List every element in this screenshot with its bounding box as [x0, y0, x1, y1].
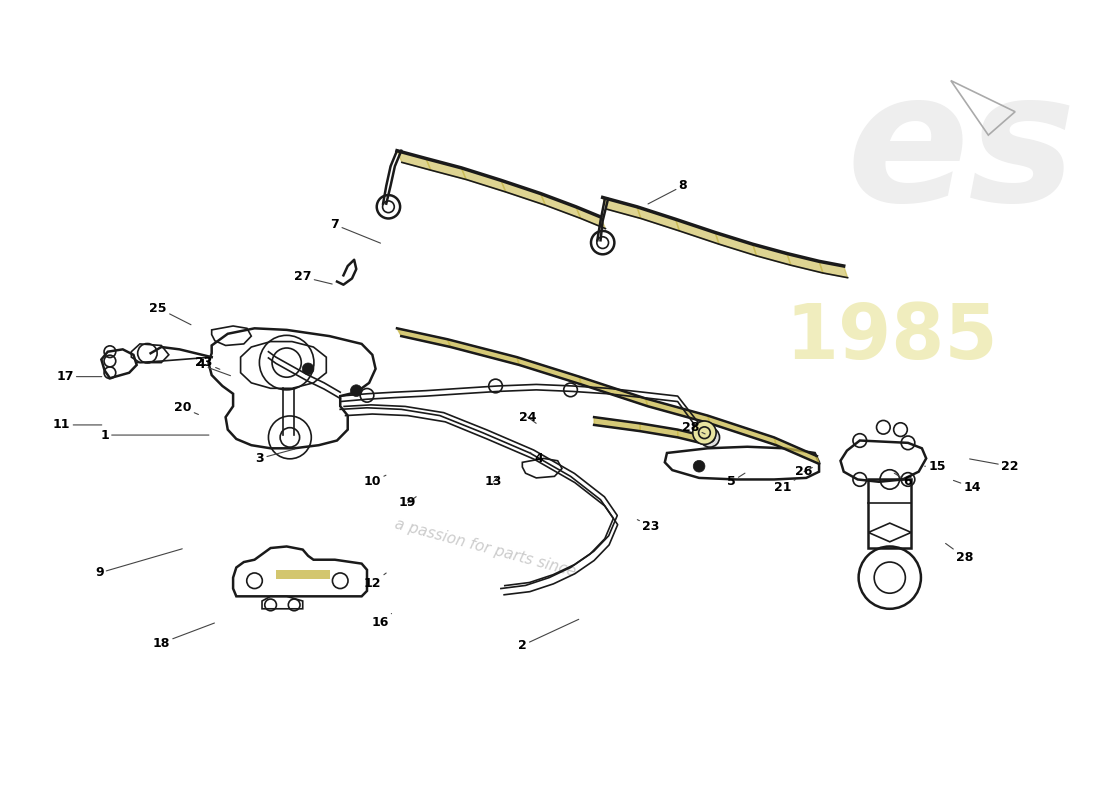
Text: 3: 3 [255, 449, 295, 465]
Text: 21: 21 [774, 479, 795, 494]
Text: 19: 19 [399, 496, 417, 510]
Text: 23: 23 [637, 520, 660, 533]
Polygon shape [752, 244, 791, 266]
Text: es: es [847, 62, 1077, 238]
Circle shape [700, 428, 719, 447]
Text: 1: 1 [100, 429, 209, 442]
Text: 18: 18 [153, 623, 214, 650]
Polygon shape [715, 233, 757, 256]
Text: 10: 10 [364, 475, 386, 488]
Text: 8: 8 [648, 179, 688, 204]
Polygon shape [579, 377, 648, 406]
Text: 7: 7 [330, 218, 381, 243]
Polygon shape [576, 206, 605, 229]
Text: 1985: 1985 [785, 301, 998, 374]
Text: 23: 23 [196, 356, 220, 370]
Text: 25: 25 [150, 302, 191, 325]
Polygon shape [517, 357, 581, 385]
Text: 11: 11 [53, 418, 102, 431]
Text: 5: 5 [727, 473, 745, 488]
Text: a passion for parts since: a passion for parts since [393, 517, 578, 579]
Polygon shape [707, 415, 777, 445]
Polygon shape [678, 430, 710, 445]
Text: 2: 2 [518, 619, 579, 652]
Text: 24: 24 [519, 410, 537, 424]
Polygon shape [603, 198, 641, 218]
Polygon shape [461, 168, 506, 192]
Text: 20: 20 [174, 402, 198, 414]
Polygon shape [637, 206, 680, 231]
Text: 13: 13 [485, 475, 502, 488]
Polygon shape [540, 194, 581, 218]
Polygon shape [820, 262, 848, 278]
Text: 27: 27 [294, 270, 332, 284]
Text: 26: 26 [795, 465, 813, 478]
Polygon shape [426, 158, 466, 179]
Polygon shape [646, 398, 710, 423]
Polygon shape [397, 150, 431, 170]
Text: 28: 28 [682, 421, 705, 434]
Text: 22: 22 [969, 459, 1019, 473]
Polygon shape [675, 219, 719, 244]
Polygon shape [594, 417, 640, 431]
Circle shape [351, 385, 362, 397]
Circle shape [302, 363, 313, 374]
Text: 9: 9 [95, 549, 183, 579]
Text: 17: 17 [56, 370, 102, 383]
Text: 15: 15 [925, 460, 946, 473]
Polygon shape [448, 339, 519, 365]
Text: 12: 12 [364, 573, 386, 590]
Polygon shape [397, 328, 451, 347]
Polygon shape [500, 180, 546, 206]
Polygon shape [774, 438, 820, 464]
Circle shape [693, 421, 716, 445]
Text: 14: 14 [954, 481, 981, 494]
Text: 6: 6 [894, 473, 912, 488]
Polygon shape [640, 423, 678, 438]
Circle shape [693, 460, 705, 472]
Text: 16: 16 [371, 614, 392, 629]
Text: 4: 4 [197, 358, 231, 376]
Polygon shape [786, 254, 823, 273]
Text: 4: 4 [530, 452, 542, 465]
Polygon shape [276, 570, 330, 579]
Text: 28: 28 [946, 543, 974, 564]
